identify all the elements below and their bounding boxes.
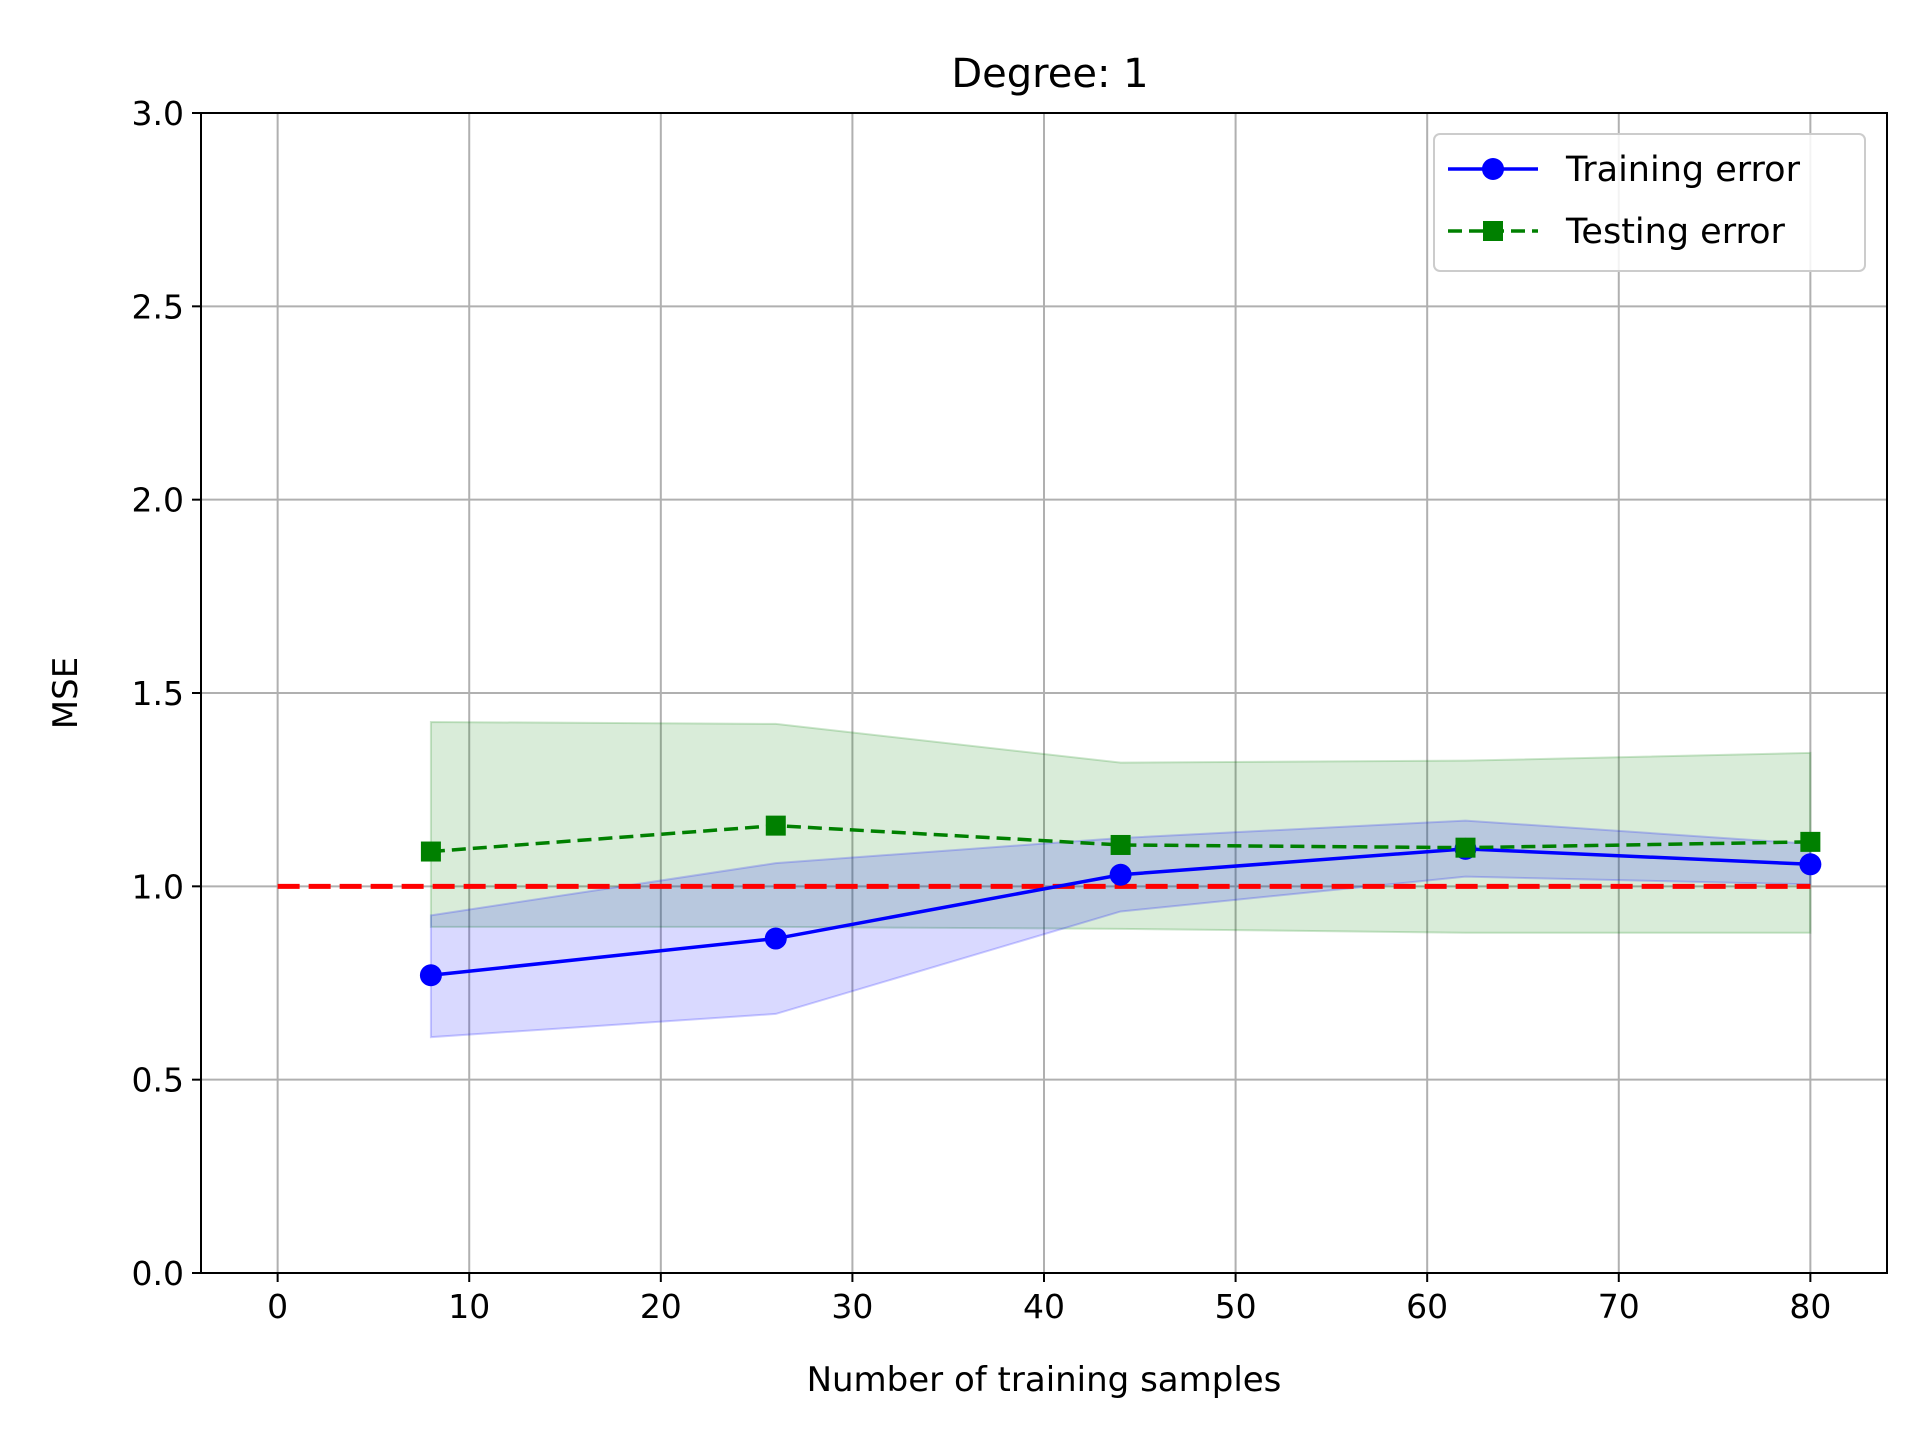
training-error-point (419, 964, 442, 987)
x-tick-label: 60 (1406, 1287, 1448, 1326)
legend-label-testing: Testing error (1565, 212, 1786, 252)
testing-error-point (765, 815, 786, 836)
testing-error-point (1800, 831, 1821, 852)
y-axis-ticks: 0.0 0.5 1.0 1.5 2.0 2.5 3.0 (132, 94, 201, 1293)
testing-error-band (429, 720, 1812, 934)
x-tick-label: 40 (1023, 1287, 1065, 1326)
x-axis-label: Number of training samples (807, 1360, 1282, 1400)
x-tick-label: 10 (448, 1287, 490, 1326)
legend-marker-training (1482, 158, 1504, 180)
x-tick-label: 50 (1215, 1287, 1257, 1326)
y-tick-label: 1.5 (132, 674, 184, 713)
x-tick-label: 0 (267, 1287, 288, 1326)
testing-error-point (1455, 837, 1476, 858)
training-error-point (764, 927, 787, 950)
series-layer (419, 815, 1822, 987)
y-tick-label: 2.0 (132, 481, 184, 520)
y-tick-label: 2.5 (132, 287, 184, 326)
x-tick-label: 70 (1598, 1287, 1640, 1326)
y-tick-label: 0.0 (132, 1254, 184, 1293)
y-tick-label: 3.0 (132, 94, 184, 133)
testing-error-point (1110, 834, 1131, 855)
error-bands (429, 720, 1812, 1039)
training-error-point (1109, 863, 1132, 886)
x-axis-ticks: 0 10 20 30 40 50 60 70 80 (267, 1273, 1831, 1326)
legend: Training error Testing error (1433, 133, 1866, 272)
y-axis-label: MSE (46, 657, 86, 729)
legend-label-training: Training error (1565, 150, 1801, 190)
chart-title: Degree: 1 (951, 51, 1148, 97)
x-tick-label: 80 (1789, 1287, 1831, 1326)
x-tick-label: 30 (831, 1287, 873, 1326)
y-tick-label: 0.5 (132, 1061, 184, 1100)
legend-box (1433, 133, 1866, 272)
x-tick-label: 20 (640, 1287, 682, 1326)
legend-marker-testing (1483, 221, 1503, 241)
testing-error-point (420, 841, 441, 862)
training-error-point (1799, 853, 1822, 876)
y-tick-label: 1.0 (132, 867, 184, 906)
